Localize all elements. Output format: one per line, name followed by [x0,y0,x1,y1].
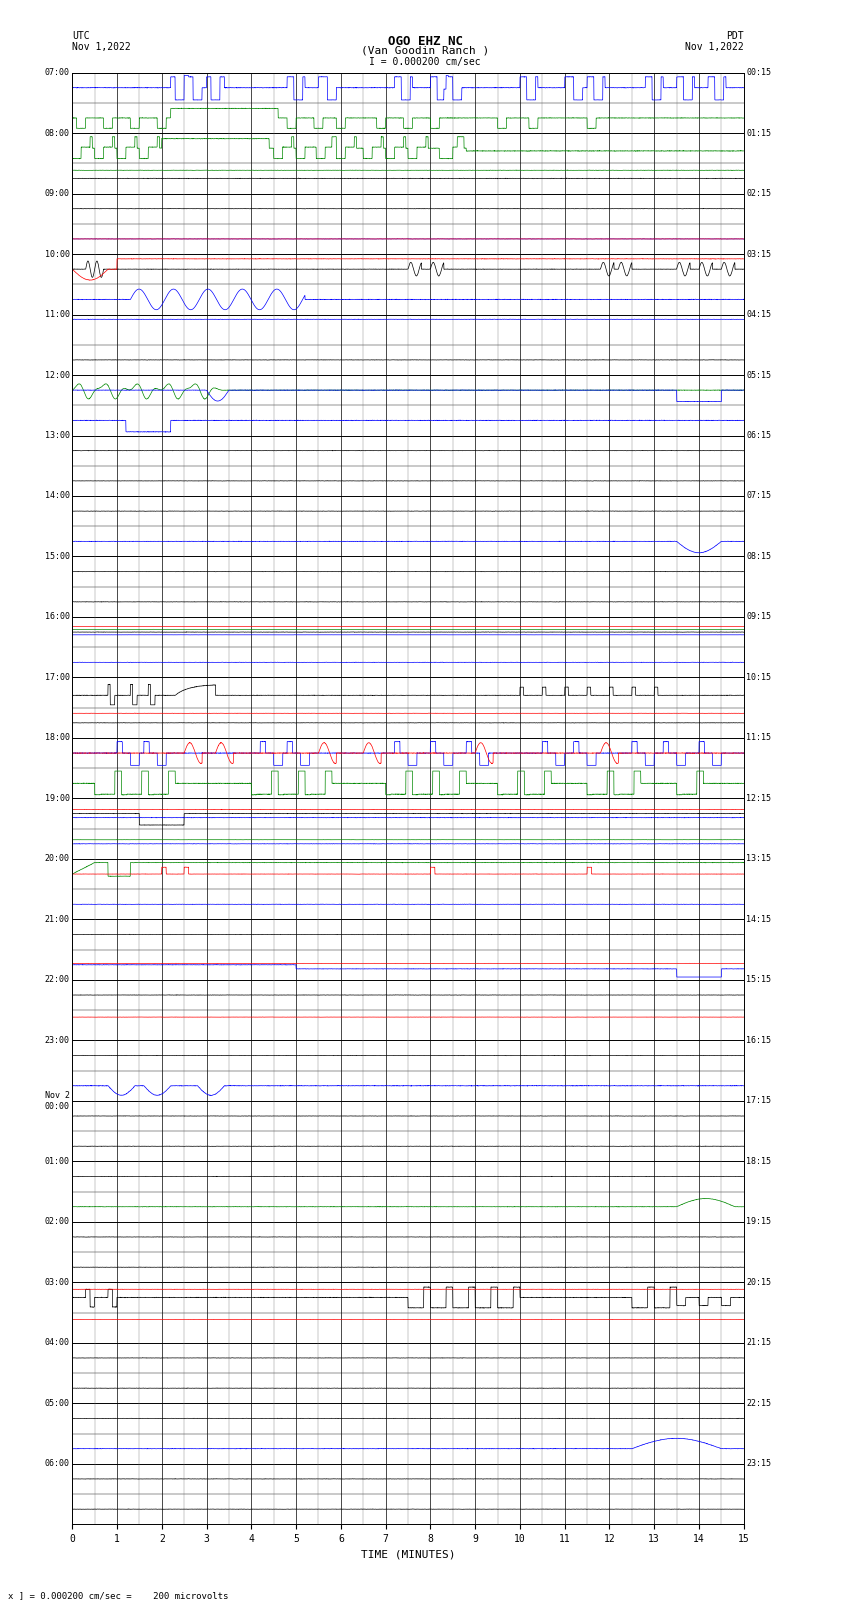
Text: 19:15: 19:15 [746,1218,771,1226]
Text: 03:00: 03:00 [45,1277,70,1287]
Text: Nov 1,2022: Nov 1,2022 [685,42,744,52]
Text: 15:00: 15:00 [45,552,70,561]
Text: 20:00: 20:00 [45,855,70,863]
Text: 16:15: 16:15 [746,1036,771,1045]
Text: I = 0.000200 cm/sec: I = 0.000200 cm/sec [369,58,481,68]
Text: 06:15: 06:15 [746,431,771,440]
X-axis label: TIME (MINUTES): TIME (MINUTES) [360,1550,456,1560]
Text: 23:00: 23:00 [45,1036,70,1045]
Text: 08:00: 08:00 [45,129,70,137]
Text: 02:15: 02:15 [746,189,771,198]
Text: 13:00: 13:00 [45,431,70,440]
Text: 07:00: 07:00 [45,68,70,77]
Text: 16:00: 16:00 [45,613,70,621]
Text: 04:15: 04:15 [746,310,771,319]
Text: 00:15: 00:15 [746,68,771,77]
Text: 23:15: 23:15 [746,1460,771,1468]
Text: 08:15: 08:15 [746,552,771,561]
Text: 01:15: 01:15 [746,129,771,137]
Text: x ] = 0.000200 cm/sec =    200 microvolts: x ] = 0.000200 cm/sec = 200 microvolts [8,1590,229,1600]
Text: 02:00: 02:00 [45,1218,70,1226]
Text: 20:15: 20:15 [746,1277,771,1287]
Text: 13:15: 13:15 [746,855,771,863]
Text: 01:00: 01:00 [45,1157,70,1166]
Text: 09:15: 09:15 [746,613,771,621]
Text: 10:00: 10:00 [45,250,70,258]
Text: 21:00: 21:00 [45,915,70,924]
Text: 14:00: 14:00 [45,492,70,500]
Text: 09:00: 09:00 [45,189,70,198]
Text: PDT: PDT [726,31,744,40]
Text: 07:15: 07:15 [746,492,771,500]
Text: 21:15: 21:15 [746,1339,771,1347]
Text: Nov 1,2022: Nov 1,2022 [72,42,131,52]
Text: 06:00: 06:00 [45,1460,70,1468]
Text: 18:00: 18:00 [45,734,70,742]
Text: 04:00: 04:00 [45,1339,70,1347]
Text: 17:15: 17:15 [746,1097,771,1105]
Text: 11:15: 11:15 [746,734,771,742]
Text: 05:00: 05:00 [45,1398,70,1408]
Text: 10:15: 10:15 [746,673,771,682]
Text: 15:15: 15:15 [746,976,771,984]
Text: (Van Goodin Ranch ): (Van Goodin Ranch ) [361,45,489,56]
Text: 11:00: 11:00 [45,310,70,319]
Text: OGO EHZ NC: OGO EHZ NC [388,35,462,48]
Text: 12:00: 12:00 [45,371,70,379]
Text: UTC: UTC [72,31,90,40]
Text: 12:15: 12:15 [746,794,771,803]
Text: 19:00: 19:00 [45,794,70,803]
Text: 14:15: 14:15 [746,915,771,924]
Text: Nov 2
00:00: Nov 2 00:00 [45,1090,70,1111]
Text: 18:15: 18:15 [746,1157,771,1166]
Text: 22:00: 22:00 [45,976,70,984]
Text: 03:15: 03:15 [746,250,771,258]
Text: 17:00: 17:00 [45,673,70,682]
Text: 22:15: 22:15 [746,1398,771,1408]
Text: 05:15: 05:15 [746,371,771,379]
